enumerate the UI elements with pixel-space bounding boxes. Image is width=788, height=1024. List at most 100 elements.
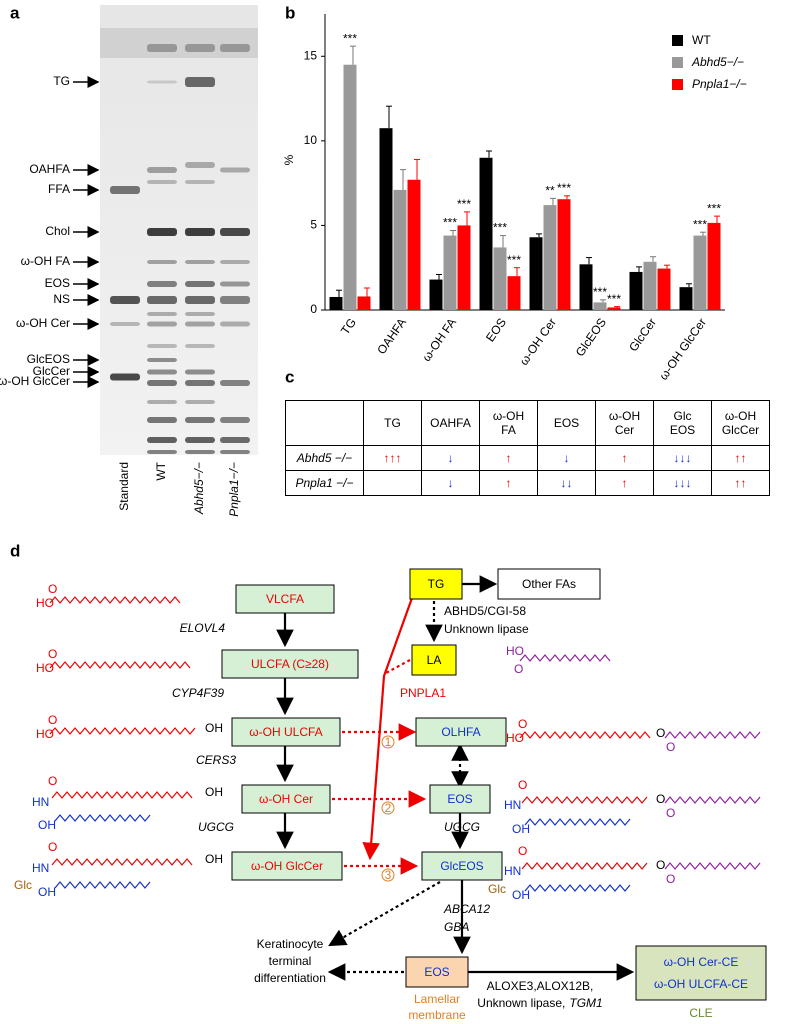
x-tick-label: ω-OH Cer [517,316,559,368]
atom-label: O [656,792,665,806]
significance: *** [507,253,521,267]
tlc-band [185,312,215,316]
tlc-band [220,167,250,173]
error-bar [364,287,370,297]
diagram-label: TGM1 [569,996,602,1010]
tlc-band [185,380,215,386]
diagram-label: ABCA12 [443,902,490,916]
diagram-label: UGCG [444,820,480,834]
tlc-band [147,358,177,362]
tlc-band [147,450,177,454]
diagram-label: CYP4F39 [172,686,224,700]
node-box [221,649,359,679]
atom-label: O [48,582,57,596]
tlc-band [185,437,215,443]
cell: ↓↓↓ [653,470,712,496]
table-row: Pnpla1 −/− ↓ ↑ ↓↓ ↑ ↓↓↓ ↑↑ [285,470,770,496]
arrow [362,597,414,861]
legend-swatch [672,57,683,68]
step-number: 1 [385,735,392,749]
bar [593,302,607,310]
atom-label: O [518,717,527,731]
atom-label: O [666,740,675,754]
bar [629,271,643,310]
cell: ↓↓ [537,470,596,496]
diagram-label: Lamellar [414,992,460,1006]
node-label: VLCFA [266,592,304,606]
cell: ↓ [421,445,480,471]
bar [579,264,593,310]
node-label: LA [427,653,442,667]
cell: ↑↑ [711,470,770,496]
legend-label: Pnpla1−/− [692,77,747,91]
node-label: ω-OH GlcCer [251,859,323,873]
node-label: EOS [447,792,472,806]
chain [54,814,151,822]
tlc-band [185,321,215,327]
band-label: TG [53,74,70,88]
atom-label: HN [32,795,49,809]
tlc-band [185,344,215,348]
tlc-band [147,44,177,52]
atom-label: HO [36,661,54,675]
atom-label: HO [506,644,524,658]
y-tick-label: 5 [310,218,317,232]
x-tick-label: ω-OH GlcCer [656,316,709,383]
significance: ** [545,184,555,198]
error-bar [650,256,656,262]
atom-label: OH [512,822,530,836]
error-bar [564,195,570,200]
node-box [497,568,601,600]
node-box [231,717,341,747]
tlc-band [185,162,215,168]
node-label: GlcEOS [440,859,483,873]
bar [607,307,621,310]
error-bar [464,211,470,226]
significance: *** [457,197,471,211]
tlc-band [185,369,215,375]
chain [524,884,631,892]
node-box [421,851,503,881]
error-bar [400,169,406,190]
bar [329,296,343,310]
node-label: ω-OH Cer [259,792,313,806]
tlc-band [147,167,177,173]
atom-label: Glc [14,878,32,892]
node-label: OLHFA [441,725,480,739]
legend-swatch [672,35,683,46]
band-label: ω-OH Cer [16,316,70,330]
error-bar [664,264,670,269]
significance: *** [343,31,357,45]
band-label: OAHFA [29,162,70,176]
tlc-band [147,437,177,443]
band-label: ω-OH FA [21,254,70,268]
tlc-band [220,437,250,443]
legend-label: WT [692,33,711,47]
bar [507,276,521,310]
atom-label: O [656,858,665,872]
row-label: Pnpla1 −/− [285,470,364,496]
atom-label: O [48,840,57,854]
tlc-band [185,417,215,423]
node-box [415,717,507,747]
diagram-label: membrane [408,1008,466,1022]
bar [343,64,357,310]
y-tick-label: 0 [310,302,317,316]
tlc-band [110,373,140,381]
node-box [231,851,343,881]
cell: ↑↑↑ [363,445,422,471]
error-bar [386,105,392,129]
x-tick-label: GlcCer [626,316,659,355]
atom-label: OH [38,885,56,899]
y-axis-label: % [282,154,296,165]
node-box [405,956,469,988]
error-bar [414,158,420,180]
step-circle [381,735,395,749]
header-cell [285,400,364,446]
panel-label: d [10,541,20,560]
bar [643,261,657,310]
tlc-band [220,296,250,304]
row-label: Abhd5 −/− [285,445,364,471]
header-cell: ω-OH Cer [595,400,654,446]
